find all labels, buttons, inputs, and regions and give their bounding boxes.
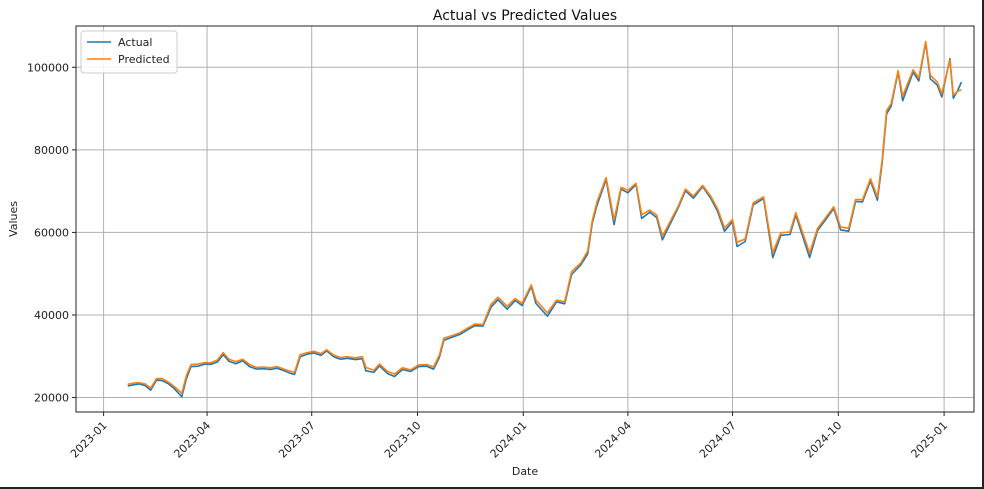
y-tick-label: 20000 [34,392,69,405]
chart-title: Actual vs Predicted Values [433,8,617,24]
y-tick-label: 100000 [27,61,69,74]
x-tick-label: 2024-10 [803,419,845,461]
x-axis-ticks: 2023-01 2023-04 2023-07 2023-10 2024-01 2024-… [68,412,950,461]
y-tick-label: 80000 [34,144,69,157]
series-line-predicted [127,40,962,395]
grid-lines [76,26,974,412]
series-layer [127,40,963,398]
legend: Actual Predicted [80,30,178,74]
legend-label-predicted: Predicted [118,53,170,66]
x-axis-label: Date [512,465,539,478]
x-tick-label: 2024-04 [592,419,634,461]
y-tick-label: 40000 [34,309,69,322]
plot-area [76,26,974,412]
plot-frame [75,25,975,413]
x-tick-label: 2023-10 [382,419,424,461]
y-tick-label: 60000 [34,226,69,239]
x-tick-label: 2023-04 [172,419,214,461]
legend-label-actual: Actual [118,36,152,49]
y-axis-label: Values [7,201,20,237]
x-tick-label: 2023-01 [68,419,110,461]
x-tick-label: 2024-07 [697,419,739,461]
y-axis-ticks: 20000 40000 60000 80000 100000 [27,61,76,405]
x-tick-label: 2025-01 [909,419,951,461]
x-tick-label: 2024-01 [488,419,530,461]
x-tick-label: 2023-07 [276,419,318,461]
